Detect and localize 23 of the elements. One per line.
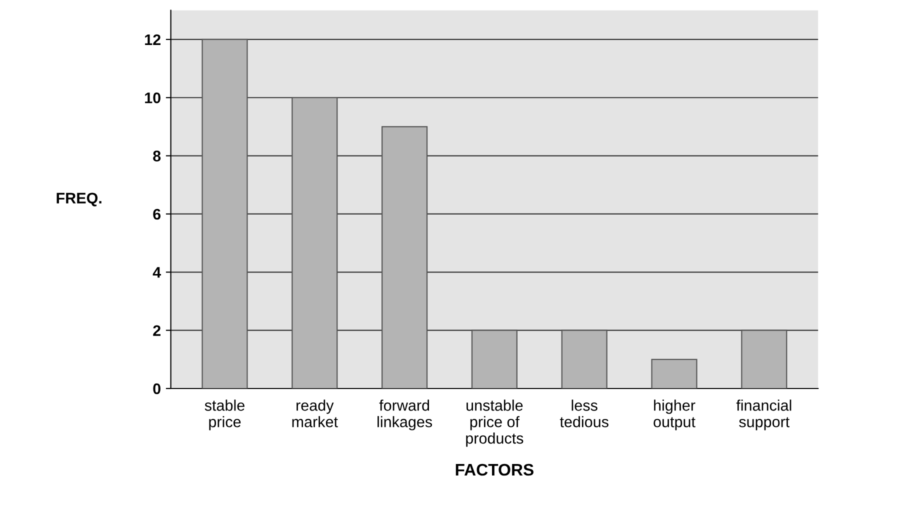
y-tick-label: 2 [153,325,160,336]
bar [202,38,248,388]
y-tick-label: 0 [153,383,160,394]
bar [651,358,698,388]
x-axis-title: FACTORS [456,464,534,476]
y-tick-label: 8 [153,150,161,162]
bar [741,330,788,388]
x-tick-label: less tedious [560,400,608,428]
x-tick-label: stable price [204,400,244,430]
y-axis-title: FREQ. [56,192,102,206]
y-tick-label: 12 [145,34,160,45]
x-tick-label: ready market [292,400,338,428]
y-tick-label: 10 [145,92,160,104]
x-tick-label: forward linkages [378,400,432,430]
bar [561,330,608,388]
bar [382,126,428,388]
bar [292,97,338,388]
y-tick-label: 6 [153,208,161,220]
bar [471,330,518,388]
x-tick-label: financial support [736,400,792,430]
x-tick-label: unstable price of products [466,400,524,447]
y-tick-label: 4 [152,267,162,278]
x-tick-label: higher output [654,400,696,430]
